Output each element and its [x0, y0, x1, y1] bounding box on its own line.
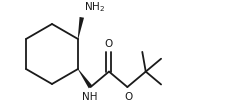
Text: O: O: [124, 92, 132, 102]
Text: O: O: [105, 39, 113, 49]
Polygon shape: [78, 69, 92, 88]
Text: NH$_2$: NH$_2$: [84, 1, 105, 14]
Polygon shape: [78, 17, 84, 39]
Text: NH: NH: [82, 92, 97, 102]
